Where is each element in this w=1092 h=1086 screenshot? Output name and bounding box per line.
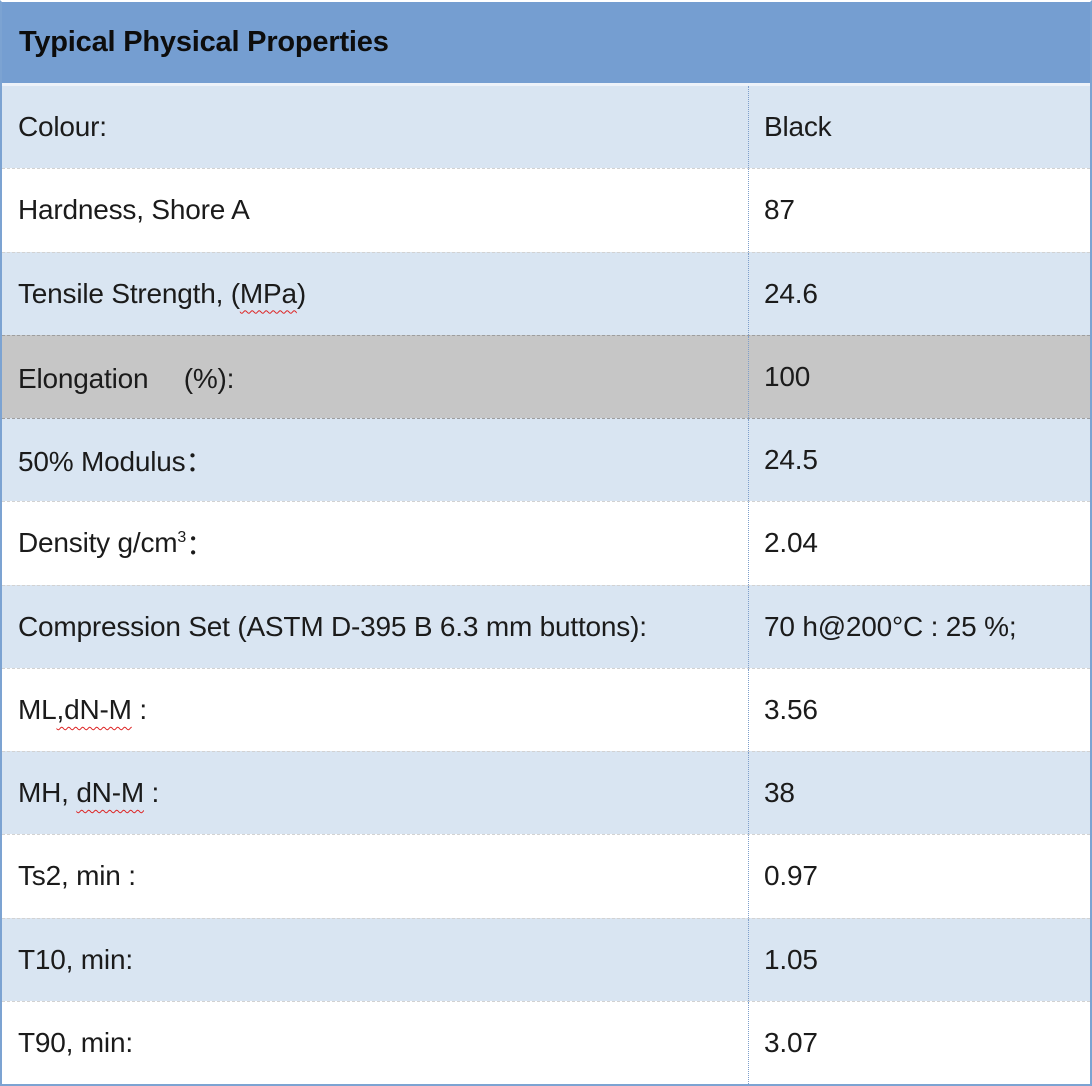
property-label: T90, min: [2,1002,748,1084]
table-body: Colour: Black Hardness, Shore A 87 Tensi… [2,86,1090,1084]
property-label: Ts2, min : [2,835,748,917]
property-value: 24.5 [748,419,1090,502]
property-label: Density g/cm 3： [2,502,748,584]
label-text: Ts2, min : [18,860,136,892]
label-text: Tensile Strength, ( [18,277,240,309]
table-row-hardness[interactable]: Hardness, Shore A 87 [2,168,1090,252]
property-value: 3.07 [748,1001,1090,1084]
misspelled-text: MPa [239,277,297,309]
label-text-post: : [143,777,160,809]
property-label: 50% Modulus： [2,419,748,501]
property-label: Compression Set (ASTM D-395 B 6.3 mm but… [2,586,748,668]
value-text: 87 [764,194,795,226]
property-value: 2.04 [748,502,1090,585]
value-text: 24.6 [764,277,818,309]
value-text: 1.05 [764,943,818,975]
property-label: T10, min: [2,919,748,1001]
table-row-ts2[interactable]: Ts2, min : 0.97 [2,834,1090,918]
table-row-compression-set[interactable]: Compression Set (ASTM D-395 B 6.3 mm but… [2,584,1090,668]
property-value: 100 [748,335,1090,418]
value-text: 2.04 [764,527,818,559]
table-row-modulus[interactable]: 50% Modulus： 24.5 [2,418,1090,502]
value-text: Black [764,111,832,143]
property-value: 38 [748,752,1090,835]
value-text: 70 h@200°C : 25 %; [764,610,1017,642]
value-text: 38 [764,777,795,809]
value-text: 100 [764,360,811,392]
label-text: Density g/cm [18,527,178,559]
label-text-post: ： [186,529,214,561]
label-text: 50% Modulus： [18,446,214,478]
table-title: Typical Physical Properties [19,26,389,58]
table-row-elongation-selected[interactable]: Elongation (%): 100 [2,334,1090,418]
property-label: Tensile Strength, (MPa) [2,253,748,335]
property-value: 87 [748,169,1090,252]
property-value: 0.97 [748,835,1090,918]
property-label: ML ,dN-M : [2,669,748,751]
table-row-t10[interactable]: T10, min: 1.05 [2,917,1090,1001]
label-text: Elongation (%): [18,362,235,394]
property-label: Elongation (%): [2,336,748,418]
table-row-ml[interactable]: ML ,dN-M : 3.56 [2,667,1090,751]
property-value: 70 h@200°C : 25 %; [748,585,1090,668]
property-label: Colour: [2,86,748,168]
value-text: 3.07 [764,1026,818,1058]
value-text: 3.56 [764,693,818,725]
table-row-density[interactable]: Density g/cm 3： 2.04 [2,501,1090,585]
label-text: Colour: [18,111,107,143]
property-label: MH, dN-M : [2,752,748,834]
property-value: 24.6 [748,252,1090,335]
value-text: 24.5 [764,444,818,476]
label-text: MH, [18,777,77,809]
label-text: T10, min: [18,943,133,975]
label-text: T90, min: [18,1026,133,1058]
label-text-post: : [131,693,147,725]
table-row-mh[interactable]: MH, dN-M : 38 [2,751,1090,835]
property-value: 1.05 [748,918,1090,1001]
misspelled-text: dN-M [76,777,144,809]
table-row-colour[interactable]: Colour: Black [2,86,1090,169]
property-label: Hardness, Shore A [2,169,748,251]
label-text: ML [18,693,57,725]
label-text: Hardness, Shore A [18,194,250,226]
label-text: Compression Set (ASTM D-395 B 6.3 mm but… [18,610,647,642]
table-row-tensile-strength[interactable]: Tensile Strength, (MPa) 24.6 [2,251,1090,335]
property-value: Black [748,86,1090,169]
table-header: Typical Physical Properties [2,2,1090,86]
label-text-post: ) [296,277,306,309]
property-value: 3.56 [748,668,1090,751]
table-row-t90[interactable]: T90, min: 3.07 [2,1000,1090,1084]
value-text: 0.97 [764,860,818,892]
misspelled-text: ,dN-M [56,693,132,725]
